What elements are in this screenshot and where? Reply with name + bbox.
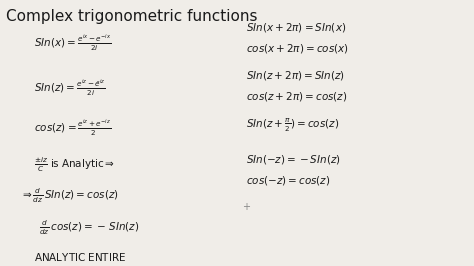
- Text: $+$: $+$: [242, 201, 251, 212]
- Text: $\mathit{SIn}(x) = \frac{e^{ix} - e^{-ix}}{2i}$: $\mathit{SIn}(x) = \frac{e^{ix} - e^{-ix…: [35, 34, 111, 53]
- Text: $\mathrm{ANALYTIC\;ENTIRE}$: $\mathrm{ANALYTIC\;ENTIRE}$: [35, 251, 127, 263]
- Text: $\frac{d}{dz}\,\mathit{cos}(z) = -\,\mathit{SIn}(z)$: $\frac{d}{dz}\,\mathit{cos}(z) = -\,\mat…: [39, 219, 139, 237]
- Text: $\mathit{cos}(x+2\pi) = \mathit{cos}(x)$: $\mathit{cos}(x+2\pi) = \mathit{cos}(x)$: [246, 42, 349, 55]
- Text: $\mathit{cos}(-z) = \mathit{cos}(z)$: $\mathit{cos}(-z) = \mathit{cos}(z)$: [246, 174, 331, 187]
- Text: $\mathit{SIn}(z+\frac{\pi}{2}) = \mathit{cos}(z)$: $\mathit{SIn}(z+\frac{\pi}{2}) = \mathit…: [246, 117, 340, 134]
- Text: $\Rightarrow\frac{d}{dz}\,\mathit{SIn}(z) = \mathit{cos}(z)$: $\Rightarrow\frac{d}{dz}\,\mathit{SIn}(z…: [20, 187, 119, 205]
- Text: $\mathit{SIn}(-z) = -\mathit{SIn}(z)$: $\mathit{SIn}(-z) = -\mathit{SIn}(z)$: [246, 153, 341, 166]
- Text: $\mathit{SIn}(z+2\pi) = \mathit{SIn}(z)$: $\mathit{SIn}(z+2\pi) = \mathit{SIn}(z)$: [246, 69, 346, 82]
- Text: $\frac{\pm iz}{C}\;\mathrm{is\;Analytic}\Rightarrow$: $\frac{\pm iz}{C}\;\mathrm{is\;Analytic}…: [35, 155, 115, 174]
- Text: Complex trigonometric functions: Complex trigonometric functions: [6, 9, 257, 24]
- Text: $\mathit{SIn}(x+2\pi) = \mathit{SIn}(x)$: $\mathit{SIn}(x+2\pi) = \mathit{SIn}(x)$: [246, 21, 346, 34]
- Text: $\mathit{SIn}(z) = \frac{e^{iz} - \bar{e}^{iz}}{2i}$: $\mathit{SIn}(z) = \frac{e^{iz} - \bar{e…: [35, 78, 106, 98]
- Text: $\mathit{cos}(z+2\pi) = \mathit{cos}(z)$: $\mathit{cos}(z+2\pi) = \mathit{cos}(z)$: [246, 90, 348, 103]
- Text: $\mathit{cos}(z) = \frac{e^{iz} + e^{-iz}}{2}$: $\mathit{cos}(z) = \frac{e^{iz} + e^{-iz…: [35, 118, 111, 138]
